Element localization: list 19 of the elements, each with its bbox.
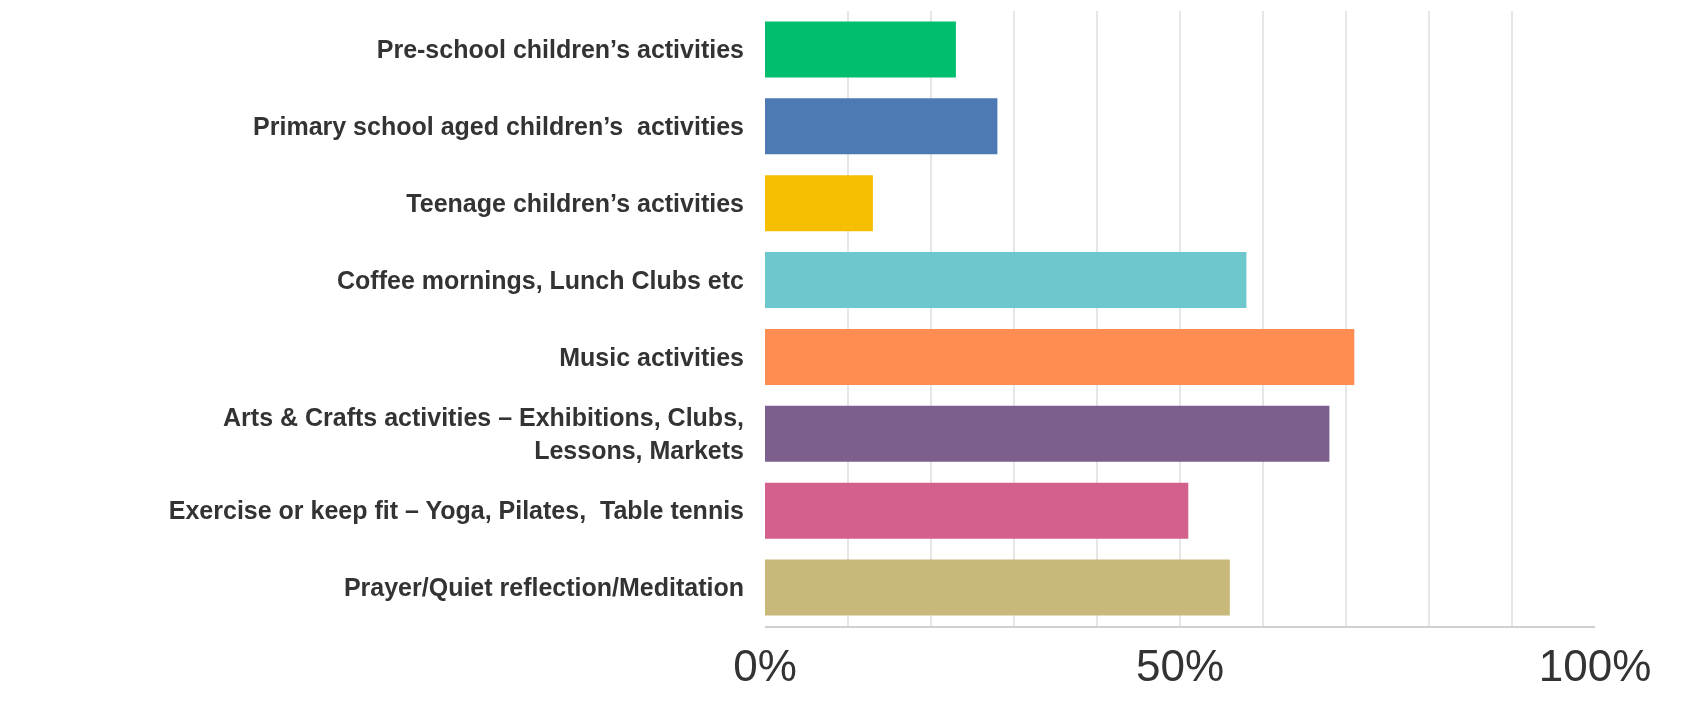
y-tick-label: Arts & Crafts activities – Exhibitions, Clubs, Lessons, Markets xyxy=(223,403,744,464)
bar xyxy=(765,98,998,155)
bar xyxy=(765,328,1355,385)
y-tick-label: Exercise or keep fit – Yoga, Pilates, Table tennis xyxy=(168,496,744,525)
bar xyxy=(765,559,1230,616)
y-tick-label: Teenage children’s activities xyxy=(406,188,744,217)
bar xyxy=(765,21,956,78)
x-tick-label: 50% xyxy=(1135,640,1225,690)
bar xyxy=(765,482,1189,539)
bar xyxy=(765,405,1330,462)
x-tick-label: 100% xyxy=(1538,640,1652,690)
x-tick-label: 0% xyxy=(733,640,797,690)
y-tick-label: Music activities xyxy=(559,342,744,371)
bar xyxy=(765,252,1247,309)
y-tick-label: Pre-school children’s activities xyxy=(376,35,744,64)
bar xyxy=(765,175,873,232)
y-tick-label: Coffee mornings, Lunch Clubs etc xyxy=(337,265,745,294)
y-tick-label: Primary school aged children’s activities xyxy=(253,112,744,141)
y-tick-label: Prayer/Quiet reflection/Meditation xyxy=(343,573,744,602)
